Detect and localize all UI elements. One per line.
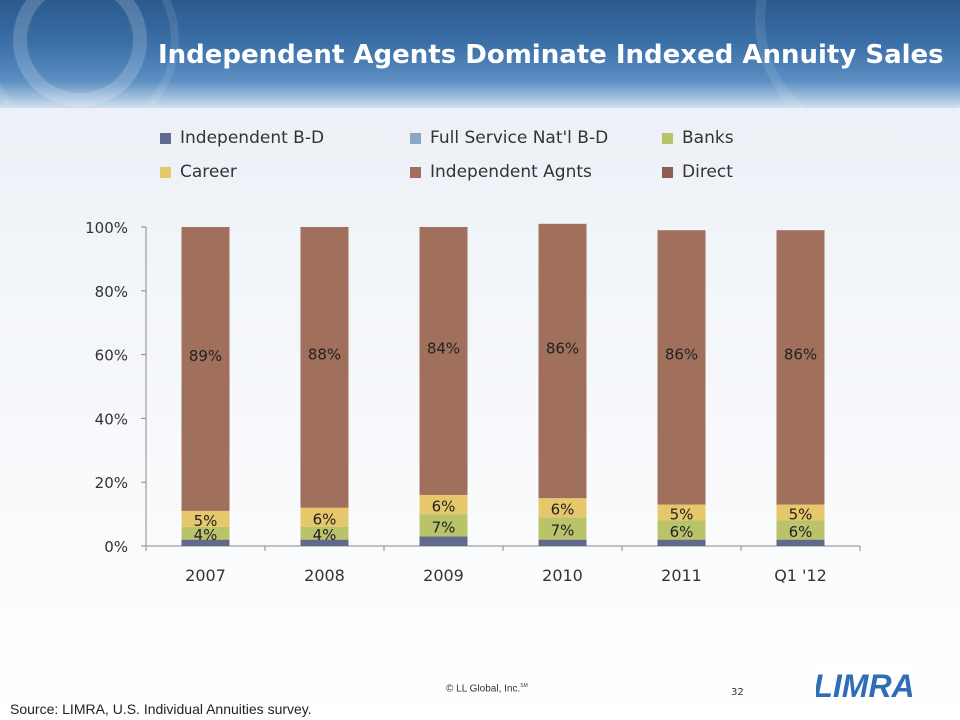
data-label: 6% — [670, 523, 694, 541]
limra-logo: LIMRA — [816, 666, 912, 704]
bar-segment-career — [776, 504, 825, 521]
legend-label: Direct — [682, 162, 733, 182]
bar-segment-career — [538, 498, 587, 518]
service-mark: SM — [520, 683, 528, 689]
legend-label: Full Service Nat'l B-D — [430, 128, 609, 148]
y-tick-label: 100% — [85, 219, 128, 237]
copyright-text: © LL Global, Inc. — [446, 683, 521, 695]
legend-swatch — [662, 132, 673, 144]
legend-item-banks: Banks — [662, 128, 734, 148]
y-tick-label: 20% — [95, 474, 128, 492]
bar-segment-banks — [181, 526, 230, 540]
data-label: 6% — [789, 523, 813, 541]
data-label: 4% — [194, 526, 218, 544]
legend-swatch — [662, 166, 673, 178]
bar-segment-independent-agnts — [419, 227, 468, 495]
x-tick-label: 2010 — [542, 566, 583, 585]
data-label: 7% — [551, 521, 575, 539]
bar-segment-independent-b-d — [538, 539, 587, 546]
bar-segment-independent-b-d — [776, 539, 825, 546]
bar-segment-career — [419, 494, 468, 515]
chart-legend: Independent B-D Full Service Nat'l B-D B… — [160, 128, 800, 188]
legend-label: Independent Agnts — [430, 162, 592, 182]
legend-swatch — [410, 166, 421, 178]
bar-segment-independent-agnts — [181, 227, 230, 511]
x-tick-label: 2011 — [661, 566, 702, 585]
bar-segment-banks — [538, 517, 587, 540]
legend-item-career: Career — [160, 162, 237, 182]
y-tick-label: 80% — [95, 283, 128, 301]
legend-swatch — [160, 132, 171, 144]
legend-label: Career — [180, 162, 237, 182]
bar-segment-independent-agnts — [300, 227, 349, 508]
legend-item-full-service: Full Service Nat'l B-D — [410, 128, 608, 148]
bar-segment-independent-b-d — [300, 539, 349, 546]
data-label: 86% — [546, 339, 579, 357]
bar-segment-banks — [419, 514, 468, 537]
x-tick-label: Q1 '12 — [774, 566, 827, 585]
legend-swatch — [410, 132, 421, 144]
data-label: 6% — [551, 501, 575, 519]
data-label: 86% — [665, 346, 698, 364]
y-tick-label: 0% — [104, 538, 128, 556]
decorative-circles — [0, 0, 960, 108]
legend-swatch — [160, 166, 171, 178]
legend-label: Banks — [682, 128, 734, 148]
page-number: 32 — [731, 687, 744, 698]
data-label: 84% — [427, 340, 460, 358]
data-label: 4% — [313, 526, 337, 544]
data-label: 5% — [789, 506, 813, 524]
legend-item-direct: Direct — [662, 162, 733, 182]
bar-segment-banks — [300, 526, 349, 540]
slide-title: Independent Agents Dominate Indexed Annu… — [158, 40, 944, 70]
data-label: 7% — [432, 518, 456, 536]
data-label: 5% — [670, 506, 694, 524]
legend-item-independent-agnts: Independent Agnts — [410, 162, 592, 182]
y-tick-label: 40% — [95, 410, 128, 428]
bar-segment-career — [300, 507, 349, 527]
bar-segment-independent-agnts — [657, 230, 706, 505]
bar-segment-banks — [776, 520, 825, 540]
data-label: 6% — [313, 510, 337, 528]
legend-item-independent-bd: Independent B-D — [160, 128, 324, 148]
x-tick-label: 2008 — [304, 566, 345, 585]
data-label: 89% — [189, 347, 222, 365]
bar-segment-independent-agnts — [776, 230, 825, 505]
data-label: 6% — [432, 498, 456, 516]
title-banner: Independent Agents Dominate Indexed Annu… — [0, 0, 960, 108]
source-note: Source: LIMRA, U.S. Individual Annuities… — [10, 701, 312, 717]
bar-segment-independent-b-d — [657, 539, 706, 546]
x-tick-label: 2007 — [185, 566, 226, 585]
copyright-note: © LL Global, Inc.SM — [446, 683, 528, 694]
data-label: 86% — [784, 346, 817, 364]
bar-segment-independent-b-d — [419, 536, 468, 546]
bar-segment-career — [657, 504, 706, 521]
logo-wordmark: LIMRA — [816, 668, 912, 704]
bar-segment-career — [181, 510, 230, 527]
bar-segment-independent-b-d — [181, 539, 230, 546]
legend-label: Independent B-D — [180, 128, 325, 148]
x-tick-label: 2009 — [423, 566, 464, 585]
y-tick-label: 60% — [95, 347, 128, 365]
data-label: 88% — [308, 345, 341, 363]
data-label: 5% — [194, 512, 218, 530]
logo-background — [816, 666, 912, 702]
bar-segment-banks — [657, 520, 706, 540]
bar-segment-independent-agnts — [538, 223, 587, 499]
